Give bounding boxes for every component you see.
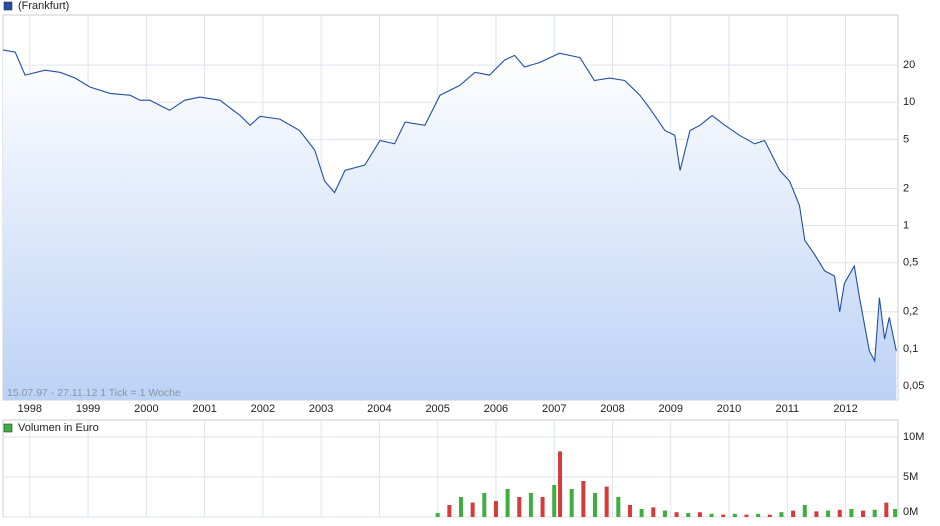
volume-bar	[558, 451, 563, 517]
volume-bar	[744, 514, 749, 517]
y-tick-label: 5	[903, 133, 909, 145]
x-tick-label: 2011	[775, 403, 799, 415]
volume-bar	[482, 493, 487, 517]
volume-bar	[505, 489, 510, 517]
volume-bar	[581, 481, 586, 517]
y-tick-label: 0,05	[903, 380, 924, 392]
volume-bar	[721, 514, 726, 517]
legend-label: (Frankfurt)	[18, 0, 69, 12]
volume-bar	[627, 505, 632, 517]
volume-bar	[517, 497, 522, 517]
x-tick-label: 2008	[600, 403, 624, 415]
y-tick-label: 5M	[903, 471, 918, 483]
volume-bar	[458, 497, 463, 517]
volume-bar	[447, 505, 452, 517]
y-tick-label: 2	[903, 182, 909, 194]
volume-bar	[493, 501, 498, 517]
x-tick-label: 2002	[251, 403, 275, 415]
volume-bar	[662, 510, 667, 517]
volume-bar	[616, 497, 621, 517]
annotation: 15.07.97 - 27.11.12 1 Tick = 1 Woche	[7, 387, 181, 399]
volume-bar	[470, 502, 475, 517]
y-tick-label: 0,5	[903, 257, 918, 269]
volume-bar	[540, 497, 545, 517]
volume-bar	[732, 513, 737, 517]
volume-bar	[837, 509, 842, 517]
volume-bar	[756, 513, 761, 517]
volume-bar	[791, 510, 796, 517]
volume-bar	[849, 509, 854, 517]
volume-bar	[709, 513, 714, 517]
volume-bar	[814, 511, 819, 517]
x-tick-label: 2010	[717, 403, 741, 415]
volume-bar	[767, 514, 772, 517]
x-tick-label: 2007	[542, 403, 566, 415]
volume-bar	[802, 505, 807, 517]
x-tick-label: 2005	[425, 403, 449, 415]
volume-bar	[593, 493, 598, 517]
volume-bar	[686, 513, 691, 517]
y-tick-label: 1	[903, 219, 909, 231]
volume-bar	[674, 512, 679, 517]
volume-bar	[893, 509, 898, 517]
x-tick-label: 2006	[484, 403, 508, 415]
volume-bar	[651, 507, 656, 517]
volume-bar	[639, 509, 644, 517]
y-tick-label: 0,1	[903, 343, 918, 355]
legend-swatch	[3, 1, 13, 11]
x-tick-label: 1998	[18, 403, 42, 415]
volume-bar	[435, 513, 440, 517]
legend-swatch	[3, 423, 13, 433]
x-tick-label: 2012	[833, 403, 857, 415]
y-tick-label: 10	[903, 96, 915, 108]
volume-bar	[884, 502, 889, 517]
price-line	[2, 49, 897, 363]
volume-bar	[872, 509, 877, 517]
y-tick-label: 20	[903, 59, 915, 71]
volume-bar	[697, 512, 702, 517]
legend-label: Volumen in Euro	[18, 422, 99, 434]
x-tick-label: 2003	[309, 403, 333, 415]
area-fill	[3, 50, 897, 400]
y-tick-label: 10M	[903, 431, 924, 443]
volume-bar	[779, 512, 784, 517]
volume-bar	[861, 510, 866, 517]
y-tick-label: 0M	[903, 506, 918, 518]
y-tick-label: 0,2	[903, 306, 918, 318]
volume-bar	[826, 510, 831, 517]
volume-bar	[569, 489, 574, 517]
volume-bar	[604, 486, 609, 517]
x-tick-label: 2009	[659, 403, 683, 415]
x-tick-label: 2000	[134, 403, 158, 415]
x-tick-label: 2001	[192, 403, 216, 415]
volume-bar	[528, 493, 533, 517]
x-tick-label: 2004	[367, 403, 391, 415]
x-tick-label: 1999	[76, 403, 100, 415]
volume-bar	[552, 485, 557, 517]
volume-frame	[2, 419, 899, 518]
